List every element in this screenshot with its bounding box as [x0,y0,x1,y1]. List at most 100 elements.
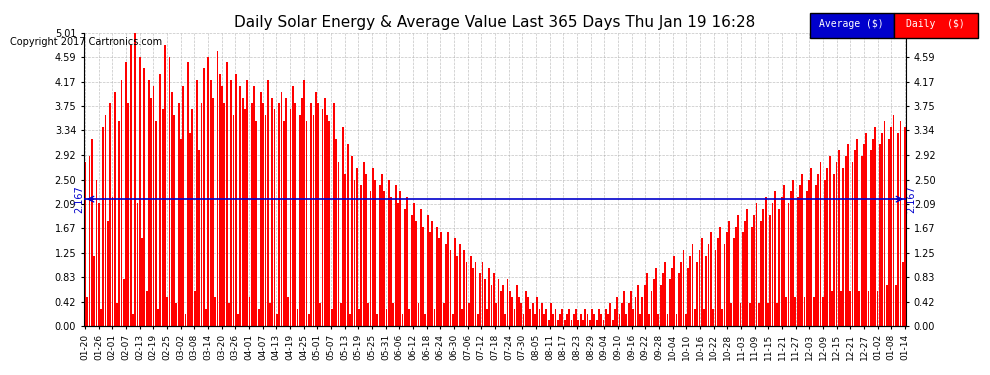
Bar [751,226,752,326]
Bar [388,180,390,326]
Bar [463,250,465,326]
Bar [635,297,637,326]
Bar [644,285,645,326]
Bar [584,309,586,326]
Bar [570,320,572,326]
Bar [299,115,301,326]
Bar [362,162,364,326]
Bar [879,144,881,326]
Bar [863,144,865,326]
Bar [842,168,844,326]
Bar [247,80,248,326]
Bar [324,98,326,326]
Bar [865,133,867,326]
Bar [486,309,488,326]
Bar [441,232,443,326]
Bar [182,86,184,326]
Bar [273,110,275,326]
Bar [119,121,120,326]
Bar [383,191,385,326]
Bar [338,162,340,326]
Bar [849,291,851,326]
Bar [114,92,116,326]
Bar [189,133,191,326]
Bar [705,256,707,326]
Bar [748,303,750,326]
Bar [468,303,469,326]
Bar [561,309,563,326]
Bar [580,314,581,326]
Bar [164,45,166,326]
Bar [385,309,387,326]
Bar [550,303,551,326]
Bar [217,51,219,326]
Bar [827,168,829,326]
Bar [646,273,647,326]
Bar [175,303,177,326]
Bar [902,262,904,326]
Bar [404,209,406,326]
Bar [420,209,422,326]
Bar [607,314,609,326]
Bar [255,121,257,326]
Bar [671,267,673,326]
Bar [358,309,360,326]
Bar [708,244,710,326]
Bar [187,63,189,326]
Bar [379,186,380,326]
Bar [762,209,764,326]
Bar [675,314,677,326]
Bar [888,139,890,326]
Bar [461,309,462,326]
Bar [673,256,675,326]
Bar [652,279,654,326]
Bar [168,57,170,326]
Bar [666,314,668,326]
Bar [689,256,691,326]
Bar [628,303,630,326]
Bar [617,297,618,326]
Bar [484,279,486,326]
Bar [781,197,782,326]
Bar [841,291,842,326]
Bar [890,127,892,326]
Bar [764,197,766,326]
Bar [84,162,86,326]
Bar [436,226,438,326]
Bar [91,139,93,326]
Bar [315,92,317,326]
Bar [283,121,285,326]
Bar [238,314,239,326]
Bar [589,320,591,326]
Bar [297,309,298,326]
Bar [125,63,127,326]
Bar [107,220,109,326]
Bar [642,297,644,326]
Bar [100,309,102,326]
Bar [769,215,771,326]
Bar [790,191,792,326]
Bar [248,297,250,326]
Bar [102,127,104,326]
Bar [285,98,287,326]
Bar [853,150,855,326]
Bar [767,303,769,326]
Bar [552,314,554,326]
Bar [260,92,261,326]
Bar [184,314,186,326]
Title: Daily Solar Energy & Average Value Last 365 Days Thu Jan 19 16:28: Daily Solar Energy & Average Value Last … [235,15,755,30]
Bar [477,314,479,326]
Bar [746,209,748,326]
Bar [621,303,623,326]
Bar [738,215,740,326]
Bar [171,92,172,326]
Bar [203,68,205,326]
Bar [472,267,474,326]
Bar [886,285,888,326]
Bar [824,180,826,326]
Text: Daily  ($): Daily ($) [906,20,965,29]
Bar [233,115,235,326]
Bar [521,303,522,326]
Bar [502,285,504,326]
Bar [760,220,762,326]
